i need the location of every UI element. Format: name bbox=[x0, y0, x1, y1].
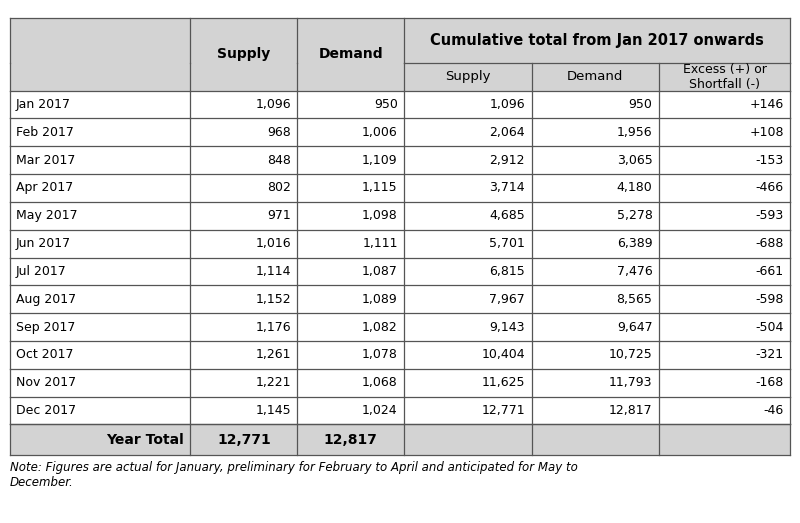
Text: 12,771: 12,771 bbox=[217, 433, 270, 447]
Bar bbox=[10, 90, 790, 118]
Text: 971: 971 bbox=[267, 209, 291, 222]
Text: 3,065: 3,065 bbox=[617, 154, 653, 167]
Text: 7,476: 7,476 bbox=[617, 265, 653, 278]
Text: Supply: Supply bbox=[445, 70, 490, 83]
Bar bbox=[10, 230, 790, 257]
Bar bbox=[10, 202, 790, 230]
Text: 8,565: 8,565 bbox=[617, 293, 653, 306]
Text: 1,114: 1,114 bbox=[255, 265, 291, 278]
Text: 968: 968 bbox=[267, 126, 291, 139]
Text: -466: -466 bbox=[756, 181, 784, 195]
Text: -168: -168 bbox=[756, 376, 784, 389]
Text: Demand: Demand bbox=[318, 48, 383, 62]
Text: 1,109: 1,109 bbox=[362, 154, 398, 167]
Text: 848: 848 bbox=[267, 154, 291, 167]
Bar bbox=[10, 313, 790, 341]
Text: Jul 2017: Jul 2017 bbox=[16, 265, 66, 278]
Text: 12,817: 12,817 bbox=[609, 404, 653, 417]
Text: 4,685: 4,685 bbox=[490, 209, 525, 222]
Text: Note: Figures are actual for January, preliminary for February to April and anti: Note: Figures are actual for January, pr… bbox=[10, 461, 578, 490]
Text: 1,221: 1,221 bbox=[255, 376, 291, 389]
Text: 1,006: 1,006 bbox=[362, 126, 398, 139]
Bar bbox=[10, 18, 404, 63]
Text: 11,625: 11,625 bbox=[482, 376, 525, 389]
Text: Mar 2017: Mar 2017 bbox=[16, 154, 75, 167]
Text: 950: 950 bbox=[629, 98, 653, 111]
Text: 2,912: 2,912 bbox=[490, 154, 525, 167]
Text: 1,261: 1,261 bbox=[255, 348, 291, 361]
Text: Sep 2017: Sep 2017 bbox=[16, 321, 75, 334]
Text: Apr 2017: Apr 2017 bbox=[16, 181, 74, 195]
Text: 1,082: 1,082 bbox=[362, 321, 398, 334]
Bar bbox=[404, 18, 790, 63]
Text: 1,098: 1,098 bbox=[362, 209, 398, 222]
Text: May 2017: May 2017 bbox=[16, 209, 78, 222]
Text: -504: -504 bbox=[756, 321, 784, 334]
Bar bbox=[10, 146, 790, 174]
Text: Jan 2017: Jan 2017 bbox=[16, 98, 71, 111]
Bar bbox=[10, 341, 790, 369]
Text: 5,278: 5,278 bbox=[617, 209, 653, 222]
Text: 1,089: 1,089 bbox=[362, 293, 398, 306]
Text: Jun 2017: Jun 2017 bbox=[16, 237, 71, 250]
Text: 10,404: 10,404 bbox=[482, 348, 525, 361]
Text: 1,145: 1,145 bbox=[255, 404, 291, 417]
Text: Demand: Demand bbox=[567, 70, 623, 83]
Text: 1,087: 1,087 bbox=[362, 265, 398, 278]
Text: 1,024: 1,024 bbox=[362, 404, 398, 417]
Bar bbox=[10, 257, 790, 286]
Text: 7,967: 7,967 bbox=[490, 293, 525, 306]
Text: 1,096: 1,096 bbox=[255, 98, 291, 111]
Text: 4,180: 4,180 bbox=[617, 181, 653, 195]
Bar bbox=[404, 63, 790, 90]
Text: 1,176: 1,176 bbox=[255, 321, 291, 334]
Text: 6,389: 6,389 bbox=[617, 237, 653, 250]
Text: 1,152: 1,152 bbox=[255, 293, 291, 306]
Text: Cumulative total from Jan 2017 onwards: Cumulative total from Jan 2017 onwards bbox=[430, 33, 764, 48]
Text: Supply: Supply bbox=[218, 48, 270, 62]
Text: -321: -321 bbox=[756, 348, 784, 361]
Bar bbox=[10, 174, 790, 202]
Text: -598: -598 bbox=[756, 293, 784, 306]
Text: 950: 950 bbox=[374, 98, 398, 111]
Text: 12,817: 12,817 bbox=[324, 433, 378, 447]
Bar bbox=[10, 63, 404, 90]
Text: Dec 2017: Dec 2017 bbox=[16, 404, 76, 417]
Text: 1,115: 1,115 bbox=[362, 181, 398, 195]
Text: -688: -688 bbox=[756, 237, 784, 250]
Text: -661: -661 bbox=[756, 265, 784, 278]
Text: 1,016: 1,016 bbox=[255, 237, 291, 250]
Text: 11,793: 11,793 bbox=[609, 376, 653, 389]
Bar bbox=[10, 396, 790, 424]
Bar bbox=[10, 424, 790, 455]
Text: 5,701: 5,701 bbox=[490, 237, 525, 250]
Text: -46: -46 bbox=[764, 404, 784, 417]
Text: -593: -593 bbox=[756, 209, 784, 222]
Text: 1,111: 1,111 bbox=[362, 237, 398, 250]
Text: 802: 802 bbox=[267, 181, 291, 195]
Text: 1,078: 1,078 bbox=[362, 348, 398, 361]
Text: 9,143: 9,143 bbox=[490, 321, 525, 334]
Text: Excess (+) or
Shortfall (-): Excess (+) or Shortfall (-) bbox=[682, 63, 766, 90]
Text: 1,096: 1,096 bbox=[490, 98, 525, 111]
Text: Aug 2017: Aug 2017 bbox=[16, 293, 76, 306]
Text: +146: +146 bbox=[750, 98, 784, 111]
Text: +108: +108 bbox=[750, 126, 784, 139]
Bar bbox=[10, 286, 790, 313]
Text: 9,647: 9,647 bbox=[617, 321, 653, 334]
Text: Feb 2017: Feb 2017 bbox=[16, 126, 74, 139]
Bar bbox=[10, 118, 790, 146]
Text: 1,068: 1,068 bbox=[362, 376, 398, 389]
Text: 1,956: 1,956 bbox=[617, 126, 653, 139]
Text: 3,714: 3,714 bbox=[490, 181, 525, 195]
Text: Year Total: Year Total bbox=[106, 433, 184, 447]
Text: 12,771: 12,771 bbox=[482, 404, 525, 417]
Text: 2,064: 2,064 bbox=[490, 126, 525, 139]
Text: 6,815: 6,815 bbox=[490, 265, 525, 278]
Text: Nov 2017: Nov 2017 bbox=[16, 376, 76, 389]
Text: -153: -153 bbox=[756, 154, 784, 167]
Text: 10,725: 10,725 bbox=[609, 348, 653, 361]
Bar bbox=[10, 369, 790, 396]
Text: Oct 2017: Oct 2017 bbox=[16, 348, 74, 361]
